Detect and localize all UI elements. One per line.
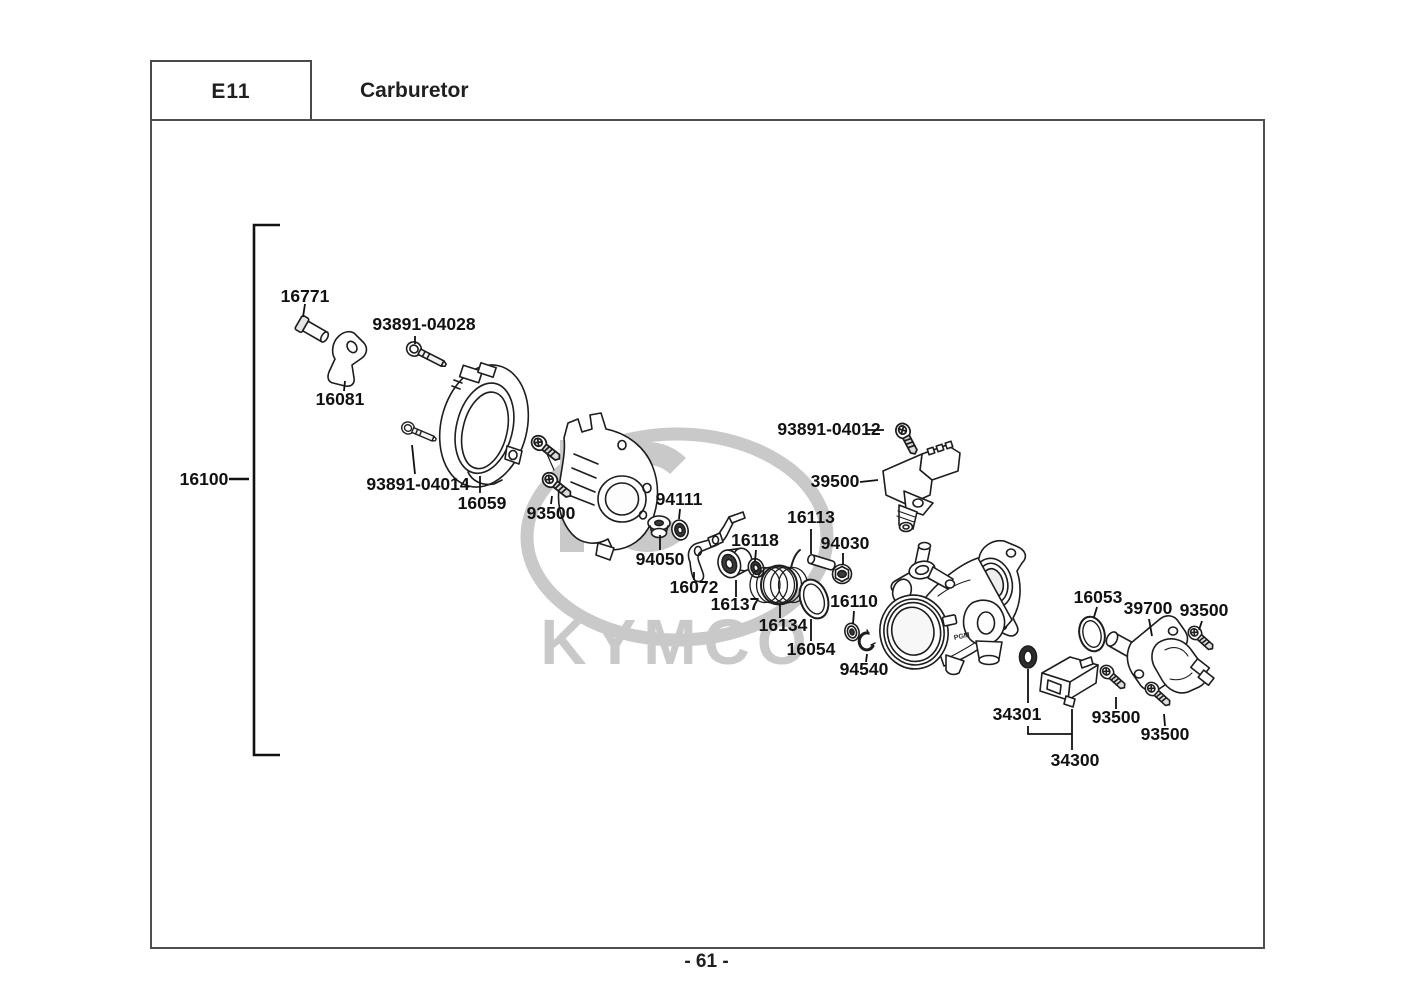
part-label-16137: 16137 (711, 594, 760, 614)
page-number: - 61 - (684, 951, 729, 972)
part-label-16771: 16771 (281, 286, 330, 306)
part-34300-sensor (1039, 656, 1099, 708)
part-label-16059: 16059 (458, 493, 507, 513)
part-16110-washer (844, 622, 860, 642)
part-93500-screws-left (527, 431, 576, 503)
part-94030-nut (831, 563, 853, 585)
part-label-34301: 34301 (993, 704, 1042, 724)
part-label-94111: 94111 (656, 489, 703, 509)
part-94540-clip (857, 629, 876, 652)
part-93891-04012-screw (892, 420, 923, 458)
part-label-16134: 16134 (759, 615, 808, 635)
part-16137-bearing (717, 547, 753, 579)
part-label-94050: 94050 (636, 549, 685, 569)
part-16118-washer (747, 557, 765, 579)
part-label-16118: 16118 (731, 530, 779, 550)
page-title: Carburetor (360, 79, 469, 102)
part-label-16113: 16113 (787, 507, 835, 527)
throttle-body-mark: PGM (953, 632, 970, 642)
part-label-93500: 93500 (527, 503, 576, 523)
part-label-39700: 39700 (1124, 598, 1173, 618)
part-label-16054: 16054 (787, 639, 836, 659)
part-94050-bushing (647, 515, 671, 539)
part-label-94030: 94030 (821, 533, 870, 553)
diagram-frame: KYMCO (150, 119, 1265, 949)
part-label-16053: 16053 (1074, 587, 1123, 607)
part-label-16072: 16072 (670, 577, 719, 597)
part-16072-lever (687, 511, 746, 583)
leader-lines (302, 303, 1203, 750)
part-16081-bracket (327, 330, 368, 387)
kymco-watermark-text: KYMCO (540, 606, 813, 678)
part-label-93891-04028: 93891-04028 (372, 314, 475, 334)
part-16113-pin (807, 553, 836, 571)
exploded-diagram: KYMCO (180, 223, 1229, 770)
section-code: E11 (211, 79, 251, 103)
part-label-39500: 39500 (811, 471, 860, 491)
part-34301-oring (1018, 645, 1038, 669)
part-label-16100: 16100 (180, 469, 229, 489)
part-39700-idle-valve (1105, 615, 1215, 694)
part-label-93500: 93500 (1141, 724, 1190, 744)
part-label-93891-04014: 93891-04014 (366, 474, 469, 494)
part-94111-washer (671, 519, 689, 541)
part-label-93891-04012: 93891-04012 (777, 419, 880, 439)
part-93891-04028-bolt (403, 338, 450, 373)
part-label-93500: 93500 (1092, 707, 1141, 727)
part-16054-oring (798, 578, 830, 620)
section-code-box: E11 (150, 60, 312, 123)
part-throttle-body: PGM (879, 539, 1027, 676)
part-label-94540: 94540 (840, 659, 889, 679)
part-16053-oring (1078, 615, 1106, 653)
part-label-16110: 16110 (830, 591, 878, 611)
assembly-bracket-16100 (229, 223, 280, 757)
part-16771-pin (294, 315, 330, 343)
part-label-93500: 93500 (1180, 600, 1229, 620)
part-housing-cover (557, 412, 659, 561)
part-93891-04014-bolt (399, 419, 439, 446)
part-label-34300: 34300 (1051, 750, 1100, 770)
part-label-16081: 16081 (316, 389, 365, 409)
part-39500-map-sensor (882, 440, 961, 533)
part-16059-cover (438, 361, 530, 488)
